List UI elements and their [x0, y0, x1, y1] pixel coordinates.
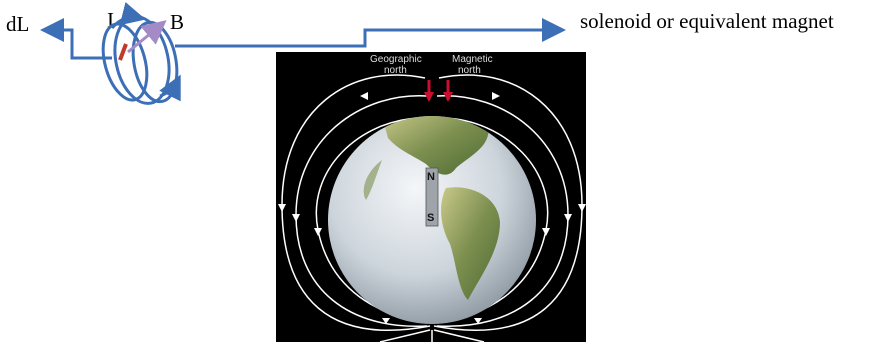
continents [363, 116, 500, 300]
magnet-south-pole-label: S [427, 212, 434, 224]
dl-arrow [40, 18, 112, 60]
solenoid-description-label: solenoid or equivalent magnet [580, 9, 834, 33]
magnetic-north-label-line1: Magnetic [452, 54, 493, 65]
current-direction-arrow [159, 74, 181, 102]
dl-label: dL [6, 12, 30, 36]
field-vector-arrow [127, 20, 167, 54]
geographic-north-label-line1: Geographic [370, 54, 422, 65]
current-direction-arrow [110, 1, 146, 30]
earth-magnetic-field-image: N S Geographic north Magnetic north [276, 52, 586, 345]
current-loop [101, 1, 181, 105]
magnetic-north-label-line2: north [458, 65, 481, 76]
field-line-arrowheads [278, 92, 586, 324]
field-label: B [170, 10, 185, 34]
connector-arrow [175, 18, 566, 48]
current-label: I [107, 8, 114, 32]
current-segment [118, 43, 128, 61]
magnet-north-pole-label: N [427, 171, 435, 183]
geographic-north-label-line2: north [384, 65, 407, 76]
bar-magnet [425, 167, 439, 227]
